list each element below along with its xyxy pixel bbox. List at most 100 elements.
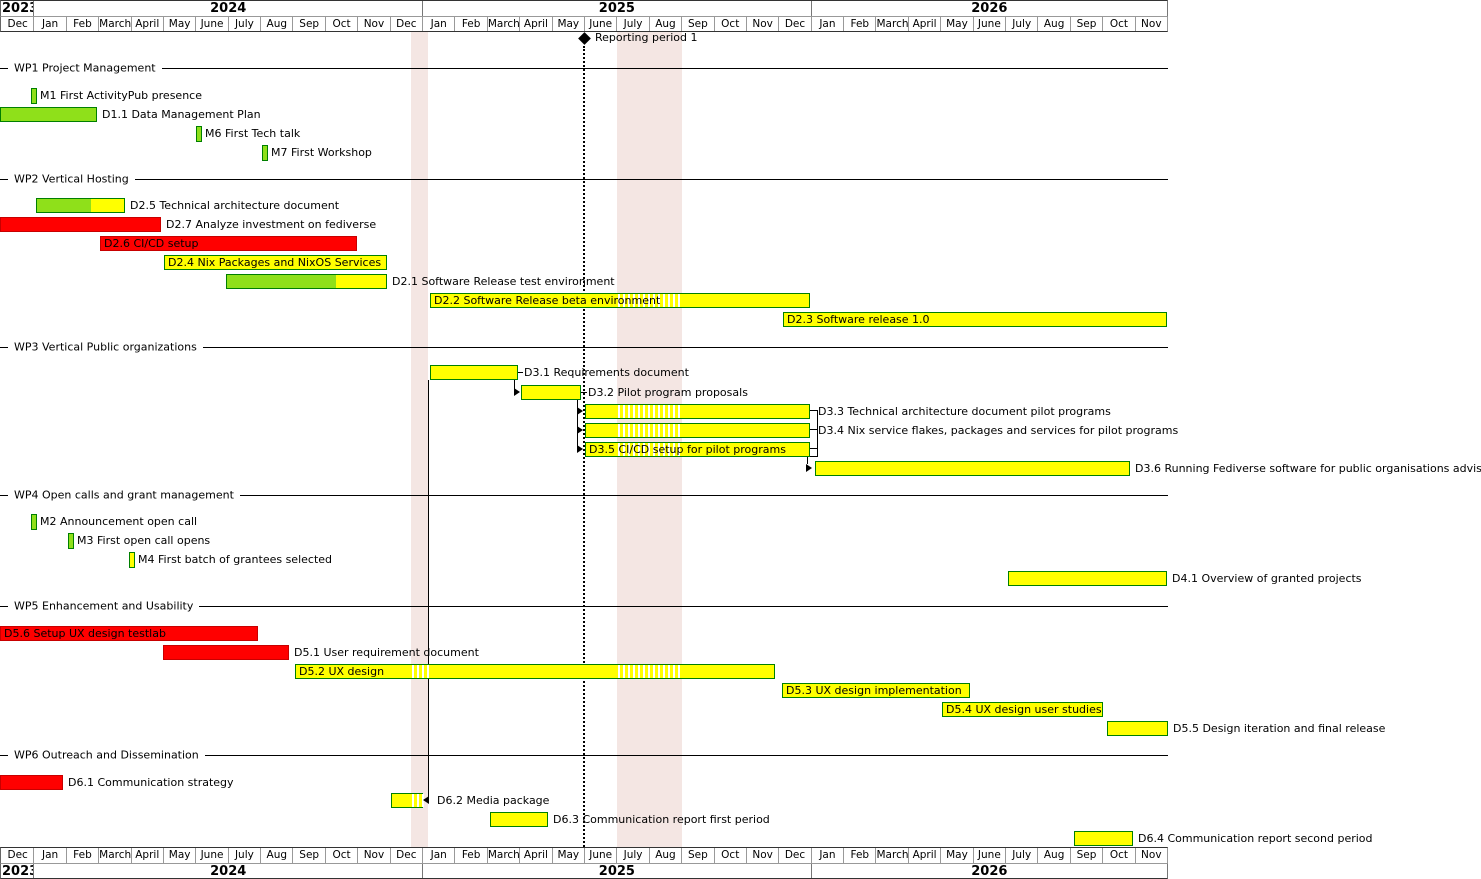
bottom-axis-months-row: Dec Jan Feb March April May June July Aug Sep Oct N…	[0, 847, 1168, 863]
task-label-D1.1: D1.1 Data Management Plan	[102, 108, 261, 121]
task-bar-D5.3: D5.3 UX design implementation	[782, 683, 970, 698]
month-cell: June	[585, 848, 618, 863]
month-cell: Oct	[715, 848, 747, 863]
month-cell: Jan	[34, 17, 67, 31]
month-cell: Feb	[455, 848, 488, 863]
month-cell: March	[876, 17, 909, 31]
task-bar-D5.5	[1107, 721, 1168, 736]
month-cell: Feb	[67, 17, 100, 31]
year-cell: 2026	[812, 864, 1168, 878]
task-bar-D2.2: D2.2 Software Release beta environment	[430, 293, 810, 308]
month-cell: May	[941, 848, 974, 863]
section-title: WP1 Project Management	[8, 61, 162, 75]
month-cell: Nov	[747, 17, 780, 31]
dependency-line	[514, 380, 515, 393]
month-cell: Oct	[1103, 17, 1136, 31]
month-cell: Aug	[1038, 17, 1071, 31]
month-cell: Dec	[391, 17, 424, 31]
month-cell: Nov	[358, 17, 391, 31]
month-cell: Feb	[455, 17, 488, 31]
month-cell: Jan	[34, 848, 67, 863]
dependency-arrow-icon	[577, 407, 583, 415]
milestone-M3	[68, 533, 74, 549]
month-cell: Jan	[812, 848, 845, 863]
dependency-tick	[810, 410, 818, 411]
task-label-D5.1: D5.1 User requirement document	[294, 646, 479, 659]
task-label-D5.4: D5.4 UX design user studies	[946, 703, 1102, 716]
task-label-D3.3: D3.3 Technical architecture document pil…	[818, 405, 1111, 418]
year-cell: 2024	[34, 1, 424, 16]
month-cell: July	[229, 17, 262, 31]
section-title: WP3 Vertical Public organizations	[8, 340, 203, 354]
milestone-M2	[31, 514, 37, 530]
month-cell: Feb	[67, 848, 100, 863]
milestone-M1	[31, 88, 37, 104]
dependency-line	[807, 456, 808, 464]
milestone-M7	[262, 145, 268, 161]
dependency-tick	[810, 429, 818, 430]
month-cell: Feb	[844, 848, 877, 863]
section-title: WP2 Vertical Hosting	[8, 172, 135, 186]
month-cell: Dec	[2, 848, 35, 863]
month-cell: Feb	[844, 17, 877, 31]
dependency-line	[428, 380, 429, 800]
task-label-D5.6: D5.6 Setup UX design testlab	[4, 627, 166, 640]
month-cell: May	[553, 848, 585, 863]
task-label-D6.1: D6.1 Communication strategy	[68, 776, 234, 789]
task-bar-D6.4	[1074, 831, 1133, 846]
month-cell: Nov	[358, 848, 391, 863]
month-cell: Jan	[423, 848, 456, 863]
month-cell: Aug	[261, 848, 294, 863]
task-bar-D2.1	[226, 274, 387, 289]
pause-stripes	[412, 794, 424, 807]
month-cell: Aug	[650, 17, 683, 31]
month-cell: Nov	[1136, 17, 1168, 31]
dependency-arrow-icon	[577, 426, 583, 434]
month-cell: Sep	[1071, 848, 1104, 863]
dependency-tick	[581, 392, 587, 393]
task-label-D3.6: D3.6 Running Fediverse software for publ…	[1135, 462, 1481, 475]
break-period-band	[617, 32, 682, 847]
month-cell: March	[876, 848, 909, 863]
task-bar-D6.2	[391, 793, 424, 808]
top-axis-months-row: Dec Jan Feb March April May June July Aug Sep Oct N…	[0, 16, 1168, 32]
month-cell: Oct	[715, 17, 747, 31]
month-cell: June	[196, 848, 229, 863]
month-cell: June	[974, 17, 1007, 31]
task-bar-D3.1	[430, 365, 518, 380]
task-label-D2.3: D2.3 Software release 1.0	[787, 313, 930, 326]
dependency-arrow-icon	[514, 388, 520, 396]
task-bar-D6.1	[0, 775, 63, 790]
task-label-D6.2: D6.2 Media package	[437, 794, 550, 807]
month-cell: Oct	[326, 17, 359, 31]
month-cell: June	[585, 17, 618, 31]
month-cell: April	[909, 17, 942, 31]
reporting-period-label: Reporting period 1	[595, 31, 698, 44]
task-label-D6.4: D6.4 Communication report second period	[1138, 832, 1373, 845]
month-cell: March	[487, 17, 521, 31]
month-cell: March	[99, 848, 132, 863]
task-bar-D2.5	[36, 198, 125, 213]
month-cell: April	[132, 17, 164, 31]
task-label-D3.5: D3.5 CI/CD setup for pilot programs	[589, 443, 786, 456]
month-cell: April	[909, 848, 942, 863]
task-label-D4.1: D4.1 Overview of granted projects	[1172, 572, 1362, 585]
task-bar-D3.6	[815, 461, 1130, 476]
progress-fill	[227, 275, 336, 288]
year-cell: 2024	[34, 864, 424, 878]
month-cell: June	[196, 17, 229, 31]
milestone-label-M1: M1 First ActivityPub presence	[40, 89, 202, 102]
task-label-D3.1: D3.1 Requirements document	[524, 366, 689, 379]
pause-stripes	[618, 443, 683, 456]
task-label-D2.5: D2.5 Technical architecture document	[130, 199, 340, 212]
milestone-label-M3: M3 First open call opens	[77, 534, 211, 547]
section-title: WP4 Open calls and grant management	[8, 488, 240, 502]
task-bar-D3.5: D3.5 CI/CD setup for pilot programs	[585, 442, 810, 457]
month-cell: June	[974, 848, 1007, 863]
month-cell: May	[941, 17, 974, 31]
dependency-line	[817, 410, 818, 457]
task-label-D2.6: D2.6 CI/CD setup	[104, 237, 199, 250]
month-cell: April	[520, 848, 553, 863]
month-cell: Sep	[682, 848, 715, 863]
